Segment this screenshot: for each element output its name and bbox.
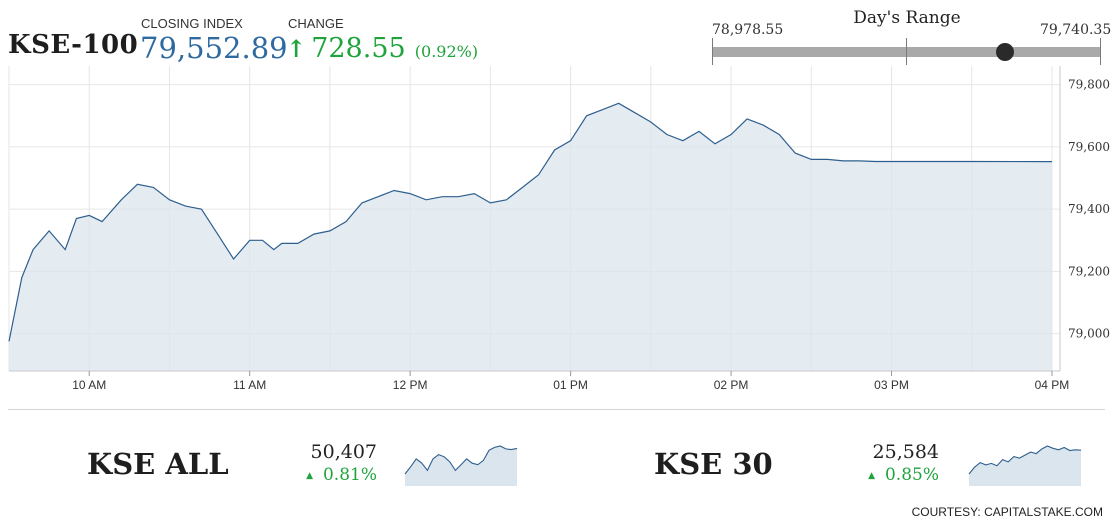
index-name: KSE-100	[8, 30, 139, 60]
y-tick-label: 79,600	[1068, 140, 1110, 154]
x-tick-label: 01 PM	[553, 378, 588, 392]
change-group: ↑ 728.55 (0.92%)	[286, 33, 478, 64]
x-tick-label: 04 PM	[1035, 378, 1070, 392]
x-tick-label: 03 PM	[874, 378, 909, 392]
days-range-tick-right	[1100, 38, 1101, 65]
kse-all-change: ▲ 0.81%	[277, 465, 377, 485]
change-label: CHANGE	[288, 16, 344, 31]
kse-all-change-value: 0.81%	[322, 465, 377, 485]
y-tick-label: 79,800	[1068, 78, 1110, 92]
x-tick-label: 02 PM	[714, 378, 749, 392]
up-triangle-icon: ▲	[868, 470, 875, 481]
closing-index-value: 79,552.89	[140, 31, 288, 65]
change-value: 728.55	[311, 33, 406, 64]
days-range-low: 78,978.55	[712, 22, 784, 38]
kse-30-change-value: 0.85%	[884, 465, 939, 485]
up-arrow-icon: ↑	[286, 34, 307, 63]
area-fill	[9, 103, 1052, 372]
x-axis: 10 AM 11 AM 12 PM 01 PM 02 PM 03 PM 04 PM	[9, 370, 1070, 392]
kse-30-value: 25,584	[872, 441, 939, 463]
kse-30-sparkline	[968, 445, 1082, 486]
y-tick-label: 79,000	[1068, 327, 1110, 341]
intraday-chart: 79,000 79,200 79,400 79,600 79,800 10 AM 11 A…	[8, 66, 1110, 392]
x-tick-label: 12 PM	[393, 378, 428, 392]
kse-all-name: KSE ALL	[87, 447, 229, 481]
sparkline-line	[968, 445, 1082, 475]
closing-index-label: CLOSING INDEX	[141, 16, 243, 31]
kse-30-change: ▲ 0.85%	[839, 465, 939, 485]
days-range-marker	[996, 43, 1014, 61]
days-range-high: 79,740.35	[1040, 22, 1112, 38]
footer-divider	[8, 409, 1105, 410]
series-line	[8, 102, 1053, 342]
kse-all-sparkline	[404, 445, 518, 486]
days-range-tick-left	[712, 38, 713, 65]
kse-30-name: KSE 30	[654, 447, 773, 481]
x-tick-label: 10 AM	[72, 378, 106, 392]
days-range-tick-mid	[906, 38, 907, 65]
y-tick-label: 79,400	[1068, 202, 1110, 216]
sparkline-fill	[405, 446, 517, 486]
kse-all-value: 50,407	[310, 441, 377, 463]
change-percent: (0.92%)	[414, 42, 479, 61]
sparkline-line	[404, 445, 518, 475]
y-tick-label: 79,200	[1068, 264, 1110, 278]
courtesy-credit: COURTESY: CAPITALSTAKE.COM	[911, 505, 1103, 519]
y-axis: 79,000 79,200 79,400 79,600 79,800	[1059, 66, 1110, 371]
x-tick-label: 11 AM	[233, 378, 266, 392]
sparkline-fill	[969, 446, 1081, 486]
up-triangle-icon: ▲	[306, 470, 313, 481]
days-range-title: Day's Range	[853, 8, 961, 28]
